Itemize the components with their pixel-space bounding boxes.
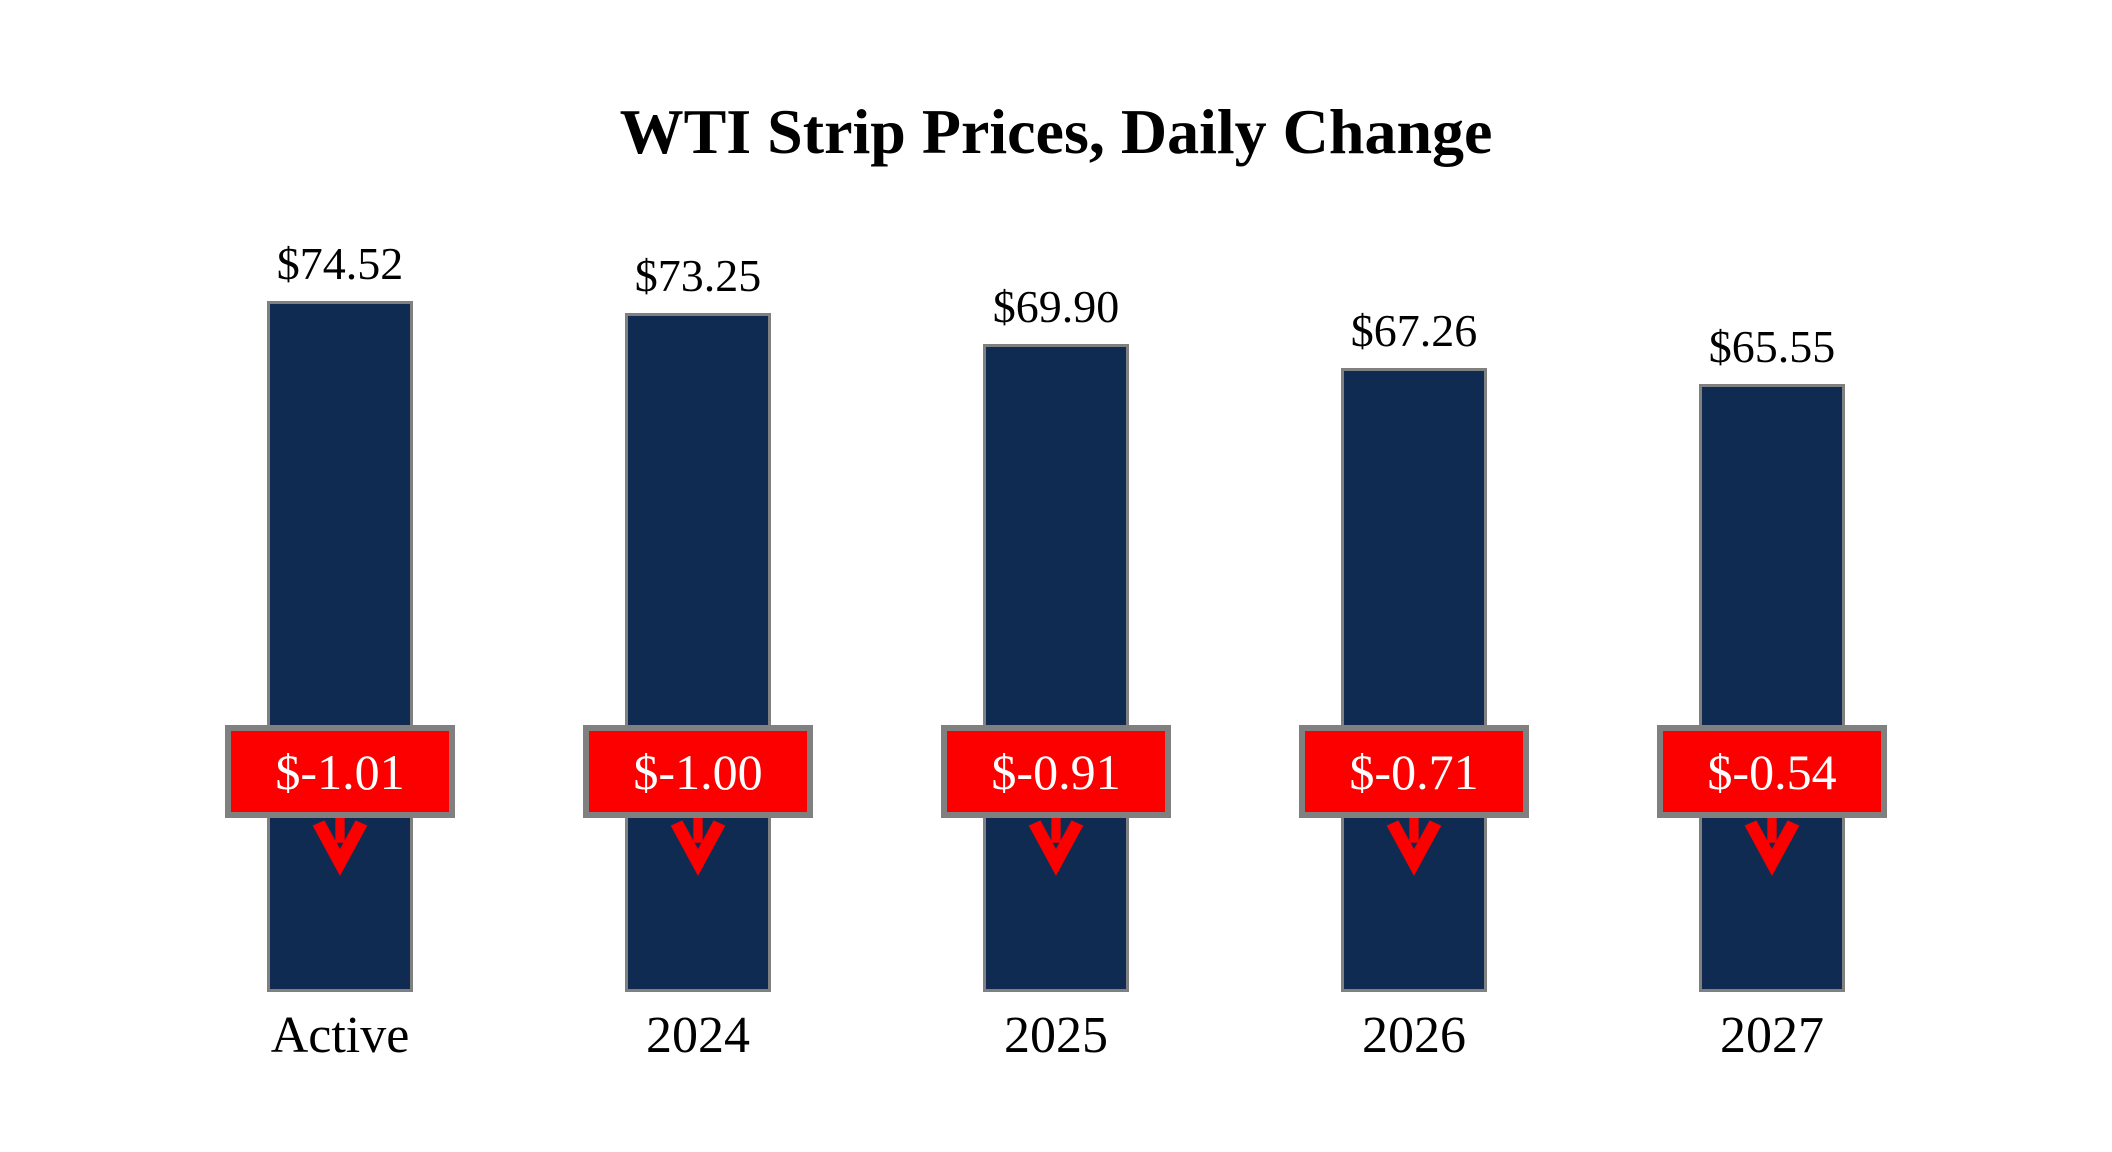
down-arrow-icon bbox=[1028, 817, 1084, 876]
price-label: $74.52 bbox=[276, 238, 404, 289]
daily-change-value: $-0.71 bbox=[1349, 743, 1479, 800]
price-bar bbox=[1341, 368, 1487, 992]
daily-change-value: $-1.01 bbox=[275, 743, 405, 800]
bar-group-2027: $65.55 $-0.54 2027 bbox=[1593, 0, 1951, 1152]
category-label: 2025 bbox=[1004, 1007, 1108, 1064]
down-arrow-icon bbox=[312, 817, 368, 876]
daily-change-badge: $-0.54 bbox=[1657, 725, 1887, 818]
price-bar bbox=[625, 313, 771, 992]
daily-change-value: $-0.54 bbox=[1707, 743, 1837, 800]
bar-group-2026: $67.26 $-0.71 2026 bbox=[1235, 0, 1593, 1152]
category-label: 2027 bbox=[1720, 1007, 1824, 1064]
price-label: $67.26 bbox=[1350, 305, 1478, 356]
daily-change-value: $-1.00 bbox=[633, 743, 763, 800]
down-arrow-icon bbox=[670, 817, 726, 876]
price-bar bbox=[983, 344, 1129, 992]
bar-group-2024: $73.25 $-1.00 2024 bbox=[519, 0, 877, 1152]
daily-change-badge: $-1.01 bbox=[225, 725, 455, 818]
down-arrow-icon bbox=[1386, 817, 1442, 876]
category-label: Active bbox=[270, 1007, 410, 1064]
daily-change-value: $-0.91 bbox=[991, 743, 1121, 800]
bar-group-2025: $69.90 $-0.91 2025 bbox=[877, 0, 1235, 1152]
category-label: 2024 bbox=[646, 1007, 750, 1064]
daily-change-badge: $-0.91 bbox=[941, 725, 1171, 818]
price-label: $65.55 bbox=[1708, 321, 1836, 372]
down-arrow-icon bbox=[1744, 817, 1800, 876]
price-bar bbox=[267, 301, 413, 992]
price-label: $73.25 bbox=[634, 250, 762, 301]
category-label: 2026 bbox=[1362, 1007, 1466, 1064]
daily-change-badge: $-0.71 bbox=[1299, 725, 1529, 818]
chart-title: WTI Strip Prices, Daily Change bbox=[619, 96, 1493, 167]
price-label: $69.90 bbox=[992, 281, 1120, 332]
price-bar bbox=[1699, 384, 1845, 992]
bar-group-active: $74.52 $-1.01 Active bbox=[161, 0, 519, 1152]
daily-change-badge: $-1.00 bbox=[583, 725, 813, 818]
